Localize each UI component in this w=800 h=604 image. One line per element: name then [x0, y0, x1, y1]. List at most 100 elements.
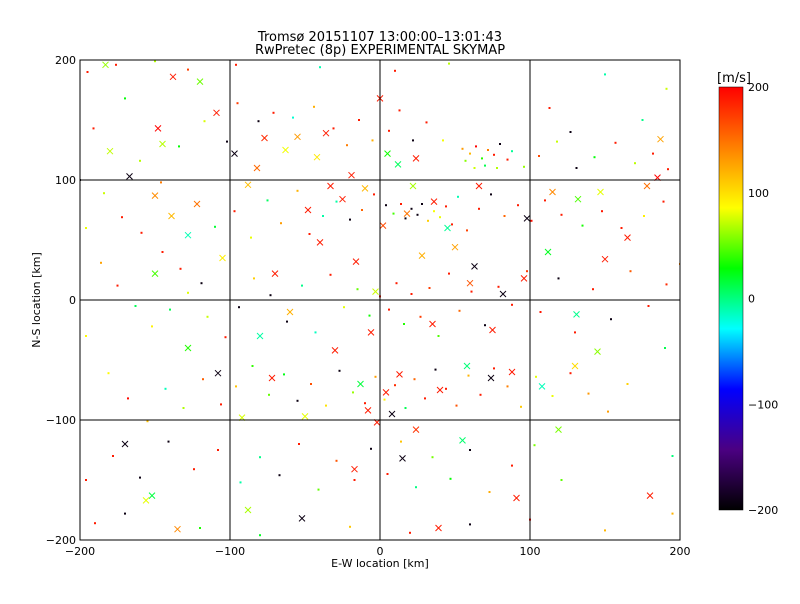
dot-marker: [280, 222, 282, 225]
cross-marker: [555, 426, 562, 433]
cross-marker: [316, 239, 324, 246]
dot-marker: [206, 315, 209, 318]
cross-marker: [597, 188, 604, 196]
dot-marker: [490, 193, 492, 196]
dot-marker: [451, 223, 453, 226]
dot-marker: [335, 459, 338, 462]
y-tick-label: 200: [55, 54, 76, 67]
cross-marker: [489, 326, 496, 334]
dot-marker: [614, 141, 617, 144]
dot-marker: [664, 347, 666, 349]
dot-marker: [484, 164, 486, 167]
dot-marker: [86, 71, 89, 73]
colorbar-tick-label: 100: [748, 187, 769, 200]
cross-marker: [523, 215, 531, 222]
cross-marker: [169, 73, 177, 81]
dot-marker: [356, 288, 359, 291]
dot-marker: [182, 407, 185, 409]
cross-marker: [601, 255, 609, 263]
dot-marker: [671, 455, 674, 457]
dot-marker: [179, 267, 182, 270]
cross-marker: [174, 525, 181, 533]
dot-marker: [272, 111, 275, 114]
cross-marker: [298, 515, 306, 522]
dot-marker: [301, 284, 303, 287]
dot-marker: [560, 479, 563, 481]
cross-marker: [643, 182, 651, 190]
dot-marker: [634, 162, 636, 165]
cross-marker: [451, 243, 459, 251]
dot-marker: [445, 205, 447, 208]
dot-marker: [268, 393, 270, 396]
dot-marker: [368, 314, 371, 317]
dot-marker: [488, 491, 491, 493]
chart-title: Tromsø 20151107 13:00:00–13:01:43: [257, 30, 502, 45]
colorbar-tick-label: −200: [748, 504, 778, 517]
dot-marker: [124, 512, 126, 515]
y-tick-label: −200: [46, 534, 76, 547]
dot-marker: [154, 60, 156, 63]
dot-marker: [461, 147, 464, 150]
cross-marker: [219, 254, 226, 262]
cross-marker: [148, 492, 156, 499]
dot-marker: [535, 375, 537, 378]
dot-marker: [592, 288, 594, 291]
dot-marker: [662, 200, 665, 203]
dot-marker: [560, 213, 563, 216]
dot-marker: [187, 291, 189, 294]
cross-marker: [357, 380, 364, 388]
cross-marker: [331, 347, 339, 354]
dot-marker: [478, 207, 480, 210]
dot-marker: [308, 233, 311, 235]
x-tick-label: 0: [377, 545, 384, 558]
dot-marker: [470, 290, 473, 293]
dot-marker: [338, 369, 341, 372]
dot-marker: [404, 407, 407, 409]
dot-marker: [469, 449, 471, 451]
cross-marker: [508, 368, 516, 376]
dot-marker: [481, 157, 483, 160]
dot-marker: [400, 203, 402, 205]
dot-marker: [146, 420, 149, 423]
cross-marker: [430, 198, 438, 205]
dot-marker: [493, 367, 495, 370]
cross-marker: [159, 140, 166, 148]
cross-marker: [244, 506, 252, 514]
dot-marker: [415, 486, 417, 489]
x-tick-label: −200: [65, 545, 95, 558]
cross-marker: [403, 210, 411, 217]
dot-marker: [371, 139, 374, 142]
cross-marker: [304, 206, 312, 214]
dot-marker: [626, 383, 629, 385]
dot-marker: [421, 203, 423, 205]
dot-marker: [539, 311, 542, 313]
cross-marker: [154, 125, 162, 132]
dot-marker: [469, 152, 471, 155]
dot-marker: [475, 145, 477, 148]
dot-marker: [361, 209, 363, 211]
dot-marker: [335, 200, 338, 203]
dot-marker: [575, 167, 578, 169]
dot-marker: [467, 374, 470, 377]
cross-marker: [244, 181, 252, 189]
dot-marker: [652, 152, 654, 155]
dot-marker: [385, 204, 387, 207]
dot-marker: [581, 224, 584, 227]
cross-marker: [487, 374, 495, 382]
dot-marker: [665, 283, 668, 286]
dot-marker: [164, 387, 167, 390]
dot-marker: [569, 372, 572, 375]
cross-marker: [538, 383, 546, 390]
cross-marker: [624, 234, 631, 241]
cross-marker: [372, 288, 379, 295]
cross-marker: [193, 200, 201, 208]
dot-marker: [484, 324, 486, 327]
dot-marker: [134, 305, 137, 307]
dot-marker: [235, 385, 237, 388]
dot-marker: [116, 284, 119, 287]
dot-marker: [115, 63, 117, 66]
dot-marker: [499, 143, 501, 145]
dot-marker: [85, 479, 87, 481]
